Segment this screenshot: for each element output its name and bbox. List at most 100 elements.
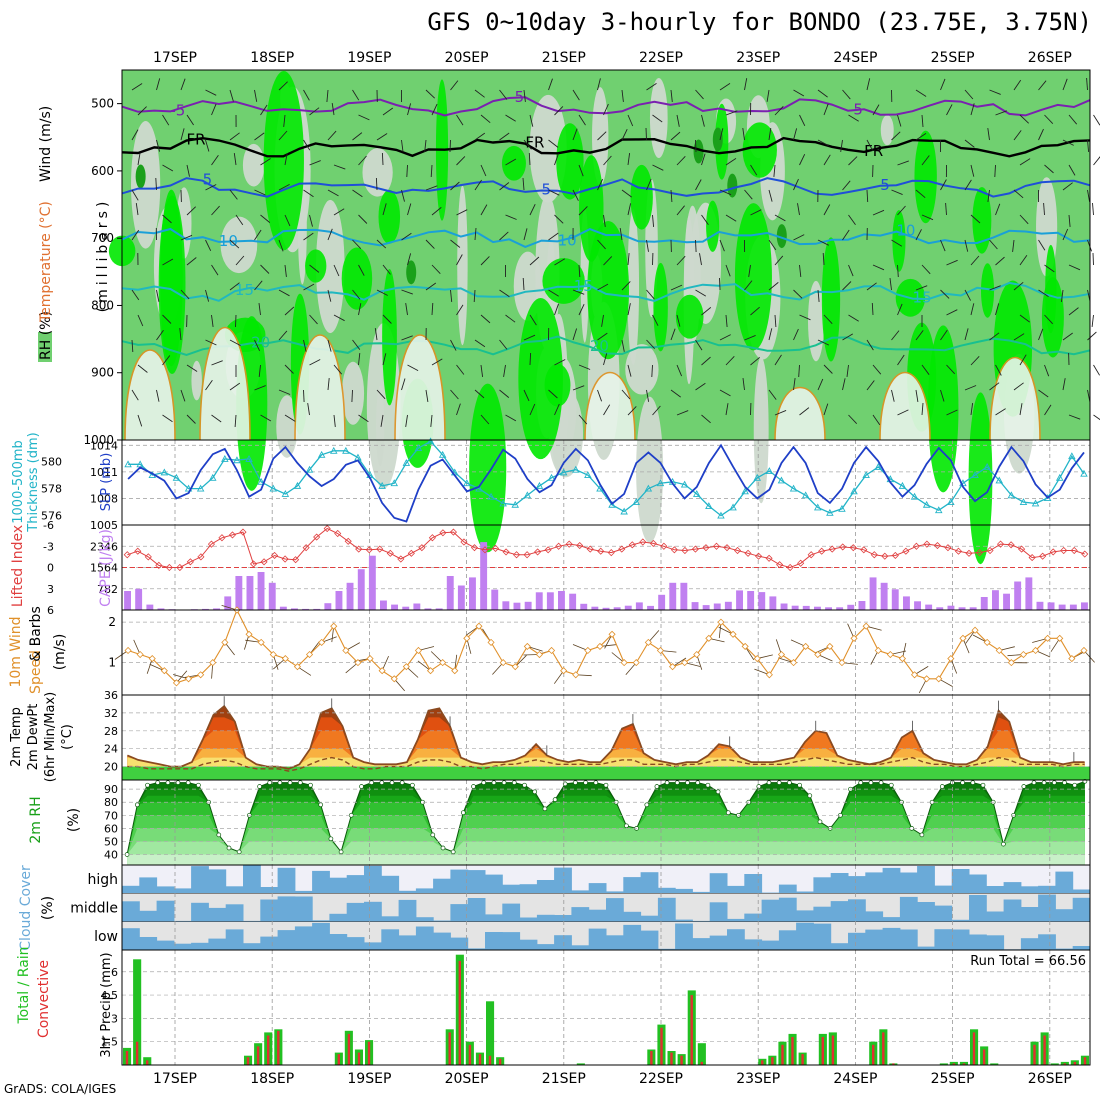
cloud-cover-cell bbox=[399, 900, 417, 922]
rh2m-point bbox=[604, 783, 608, 787]
wind-speed-point bbox=[137, 652, 143, 658]
temp-contour-label: 10 bbox=[896, 222, 915, 240]
precip-convective-bar bbox=[257, 1046, 259, 1065]
cape-bar bbox=[725, 602, 732, 610]
rh2m-point bbox=[1052, 781, 1056, 785]
wind-barb bbox=[450, 140, 451, 152]
date-label-top: 20SEP bbox=[445, 50, 489, 66]
rh-moist-region bbox=[502, 146, 526, 181]
cloud-cover-cell bbox=[554, 915, 572, 922]
rh2m-point bbox=[777, 781, 781, 785]
precip-convective-bar bbox=[680, 1056, 682, 1065]
cape-bar bbox=[758, 592, 765, 610]
wind-barb bbox=[646, 128, 647, 140]
rh-moist-region bbox=[969, 392, 993, 564]
rh2m-tick-label: 90 bbox=[104, 783, 118, 796]
cape-bar bbox=[1003, 594, 1010, 610]
cloud-cover-cell bbox=[917, 947, 935, 950]
rh2m-point bbox=[400, 781, 404, 785]
pressure-tick-label: 500 bbox=[91, 97, 114, 111]
chart-title: GFS 0~10day 3-hourly for BONDO (23.75E, … bbox=[380, 8, 1092, 36]
cape-bar bbox=[703, 605, 710, 610]
rh2m-point bbox=[156, 781, 160, 785]
cloud-cover-cell bbox=[710, 936, 728, 950]
rh2m-point bbox=[971, 781, 975, 785]
rh2m-point bbox=[472, 785, 476, 789]
precip-convective-bar bbox=[1084, 1057, 1086, 1065]
cape-bar bbox=[669, 583, 676, 610]
rh2m-point bbox=[288, 781, 292, 785]
cloud-cover-cell bbox=[1021, 907, 1039, 922]
rh-dry-region bbox=[342, 362, 364, 425]
cape-bar bbox=[992, 590, 999, 610]
wind-speed-point bbox=[887, 652, 893, 658]
precip-convective-bar bbox=[358, 1053, 360, 1065]
date-label-top: 18SEP bbox=[250, 50, 294, 66]
rh-dry-region bbox=[191, 361, 201, 401]
wind-barb bbox=[1093, 253, 1094, 265]
rh2m-point bbox=[1073, 783, 1077, 787]
cloud-cover-cell bbox=[606, 935, 624, 950]
cloud-cover-cell bbox=[744, 939, 762, 950]
rh2m-point bbox=[798, 783, 802, 787]
wind-label-line: (m/s) bbox=[52, 634, 68, 671]
cloud-cover-cell bbox=[260, 887, 278, 893]
temp-tick-label: 32 bbox=[104, 707, 118, 720]
lifted-tick-label: -6 bbox=[43, 519, 54, 532]
precip-convective-bar bbox=[801, 1054, 803, 1065]
rh2m-point bbox=[492, 781, 496, 785]
temp-contour-label: FR bbox=[525, 134, 544, 152]
rh2m-tick-label: 80 bbox=[104, 796, 118, 809]
cape-bar bbox=[1070, 605, 1077, 610]
rh2m-point bbox=[920, 833, 924, 837]
temperature-label: Temperature (°C) bbox=[38, 201, 54, 323]
rh-dry-region bbox=[362, 148, 392, 196]
pressure-axis-label: (millibars) bbox=[95, 198, 111, 313]
cape-bar bbox=[1081, 602, 1088, 610]
date-label-bottom: 25SEP bbox=[931, 1071, 975, 1087]
cloud-label-line: Cloud Cover bbox=[18, 865, 34, 951]
cloud-cover-cell bbox=[174, 888, 192, 893]
cape-bar bbox=[1025, 577, 1032, 610]
cloud-row-label: high bbox=[87, 872, 118, 888]
wind-tick-label: 1 bbox=[108, 656, 116, 670]
rh2m-point bbox=[624, 824, 628, 828]
temp-contour-label: 10 bbox=[219, 232, 238, 250]
rh2m-point bbox=[818, 820, 822, 824]
cloud-cover-cell bbox=[813, 877, 831, 893]
precip-convective-bar bbox=[650, 1051, 652, 1065]
wind-barb bbox=[1093, 203, 1094, 215]
rh2m-point bbox=[461, 811, 465, 815]
lifted-index-label: Lifted Index bbox=[10, 525, 26, 607]
wind-speed-point bbox=[573, 672, 579, 678]
rh-dry-region bbox=[754, 357, 769, 503]
lifted-tick-label: -3 bbox=[43, 540, 54, 553]
precip-convective-bar bbox=[1033, 1045, 1035, 1065]
cloud-cover-cell bbox=[399, 891, 417, 894]
rh2m-point bbox=[655, 785, 659, 789]
rh2m-point bbox=[339, 850, 343, 854]
cape-bar bbox=[658, 595, 665, 610]
wind-label: Wind (m/s) bbox=[38, 106, 54, 182]
cloud-cover-cell bbox=[537, 880, 555, 893]
rh2m-fill-band bbox=[127, 855, 1085, 866]
rh-moist-region bbox=[914, 131, 936, 224]
date-label-top: 26SEP bbox=[1028, 50, 1072, 66]
cloud-cover-cell bbox=[1073, 898, 1091, 922]
rh2m-tick-label: 50 bbox=[104, 835, 118, 848]
cape-bar bbox=[859, 601, 866, 610]
rh2m-point bbox=[706, 783, 710, 787]
rh2m-point bbox=[1001, 842, 1005, 846]
precip-convective-bar bbox=[973, 1032, 975, 1065]
precip-convective-bar bbox=[136, 1042, 138, 1065]
precip-convective-bar bbox=[670, 1053, 672, 1065]
rh2m-point bbox=[360, 785, 364, 789]
cloud-cover-cell bbox=[554, 935, 572, 950]
cape-bar bbox=[391, 605, 398, 610]
rh2m-point bbox=[278, 781, 282, 785]
temp-tick-label: 24 bbox=[104, 743, 118, 756]
cape-bar bbox=[547, 592, 554, 610]
rh2m-point bbox=[431, 833, 435, 837]
precip-convective-bar bbox=[660, 1028, 662, 1065]
